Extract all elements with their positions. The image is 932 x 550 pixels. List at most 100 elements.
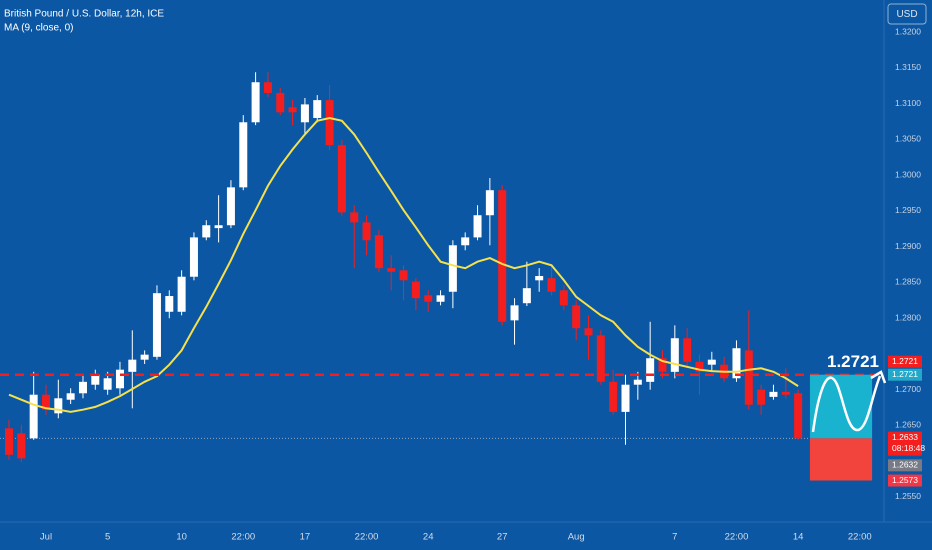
y-tick-label: 1.3200 [895,26,921,36]
candle-body [202,225,211,238]
candle-body [757,389,766,405]
price-label-bg [888,431,922,456]
candle-body [609,381,618,412]
candle-body [670,338,679,372]
candle-body [399,270,408,281]
candle-body [683,338,692,362]
candle-body [510,305,519,321]
candle-body [313,100,322,118]
target-zone [809,374,873,439]
price-label-bg [888,355,922,368]
candle-body [251,82,260,123]
y-tick-label: 1.2900 [895,241,921,251]
price-annotation: 1.2721 [827,352,879,371]
candle-body [387,268,396,272]
y-tick-label: 1.2850 [895,277,921,287]
x-tick-label: 7 [672,532,677,543]
x-tick-label: 17 [300,532,311,543]
symbol-title: British Pound / U.S. Dollar, 12h, ICE [4,9,164,20]
price-label-bg [888,474,922,487]
candle-body [165,296,174,312]
candle-body [436,295,445,302]
y-tick-label: 1.2700 [895,384,921,394]
x-tick-label: Aug [568,532,585,543]
candle-body [214,225,223,229]
indicator-label: MA (9, close, 0) [4,23,73,34]
x-tick-label: 27 [497,532,508,543]
candle-body [152,293,161,357]
candle-body [633,379,642,385]
y-tick-label: 1.3000 [895,169,921,179]
candle-body [239,122,248,188]
y-tick-label: 1.3100 [895,98,921,108]
x-tick-label: Jul [40,532,52,543]
price-label: 1.2633 [892,432,918,442]
y-tick-label: 1.2550 [895,491,921,501]
x-tick-label: 22:00 [231,532,255,543]
candle-body [781,391,790,395]
candle-body [66,393,75,400]
candle-body [41,394,50,410]
candle-body [769,391,778,397]
candle-body [411,281,420,299]
candle-body [498,190,507,322]
candle-body [461,237,470,246]
candle-body [646,358,655,382]
y-tick-label: 1.2950 [895,205,921,215]
candle-body [584,328,593,336]
candle-body [350,212,359,223]
price-label-bg [888,368,922,381]
candle-body [128,359,137,372]
candle-body [325,100,334,146]
candle-body [744,350,753,405]
currency-button[interactable] [887,3,927,25]
y-tick-label: 1.3050 [895,134,921,144]
candle-body [794,393,803,439]
candle-body [485,190,494,216]
candle-body [29,394,38,439]
candle-body [288,107,297,113]
candle-body [17,433,26,459]
price-label: 1.2721 [892,369,918,379]
price-label-bg [888,459,922,472]
price-label: 1.2632 [892,460,918,470]
candle-body [78,381,87,394]
candle-body [424,295,433,302]
candle-body [276,92,285,113]
x-tick-label: 22:00 [848,532,872,543]
candle-body [621,384,630,412]
candle-body [362,222,371,241]
candle-body [707,359,716,365]
candle-body [263,82,272,93]
candle-body [374,235,383,269]
candle-body [732,348,741,379]
candle-body [91,374,100,385]
candle-body [54,398,63,414]
x-tick-label: 5 [105,532,110,543]
candle-body [5,428,13,455]
countdown-label: 08:18:48 [892,443,925,453]
y-tick-label: 1.2800 [895,312,921,322]
candle-body [448,245,457,292]
price-label: 1.2573 [892,475,918,485]
candle-body [547,278,556,292]
stop-zone [809,438,873,481]
currency-label[interactable]: USD [896,9,917,20]
candle-body [535,276,544,281]
candle-body [300,104,309,123]
candle-body [226,187,235,226]
candle-body [337,145,346,213]
x-tick-label: 10 [176,532,187,543]
candle-body [695,361,704,372]
candle-body [103,378,112,390]
x-tick-label: 14 [793,532,804,543]
x-tick-label: 22:00 [355,532,379,543]
x-tick-label: 22:00 [725,532,749,543]
x-tick-label: 24 [423,532,434,543]
candle-body [177,276,186,312]
candle-body [596,335,605,382]
candle-body [559,290,568,306]
candle-body [140,354,149,360]
